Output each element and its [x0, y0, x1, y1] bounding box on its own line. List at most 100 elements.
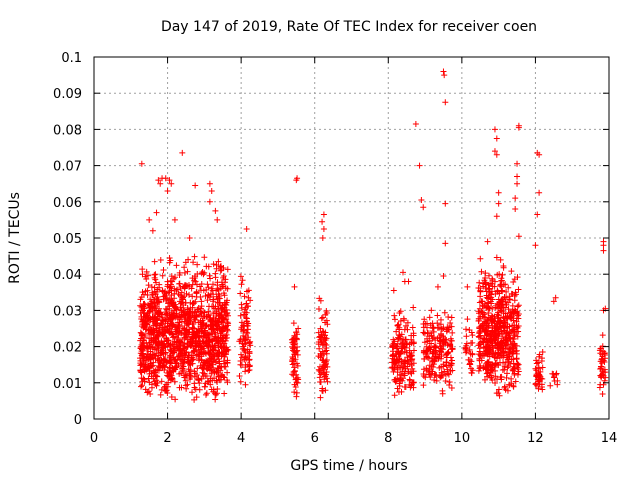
data-point [463, 326, 470, 333]
x-axis-label: GPS time / hours [290, 458, 407, 474]
data-point [394, 336, 401, 343]
data-point [492, 380, 499, 387]
data-point [539, 364, 546, 371]
data-point [164, 312, 171, 319]
data-point [420, 324, 427, 331]
data-point [206, 315, 213, 322]
data-point [447, 367, 454, 374]
data-point [426, 362, 433, 369]
data-point [598, 356, 605, 363]
data-point [196, 349, 203, 356]
chart-title: Day 147 of 2019, Rate Of TEC Index for r… [161, 19, 537, 35]
data-point [494, 271, 501, 278]
data-point [476, 310, 483, 317]
data-point [156, 299, 163, 306]
data-point [317, 379, 324, 386]
data-point [599, 390, 606, 397]
data-point [221, 390, 228, 397]
data-point [199, 327, 206, 334]
data-point [491, 148, 498, 155]
data-point [534, 211, 541, 218]
data-point [294, 175, 301, 182]
data-point [493, 151, 500, 158]
data-point [212, 347, 219, 354]
data-point [402, 357, 409, 364]
data-point [500, 359, 507, 366]
data-point [291, 389, 298, 396]
data-point [147, 329, 154, 336]
data-point [510, 365, 517, 372]
data-point [492, 322, 499, 329]
data-point [139, 271, 146, 278]
data-point [214, 216, 221, 223]
data-point [181, 325, 188, 332]
data-point [437, 374, 444, 381]
data-point [488, 291, 495, 298]
data-point [447, 319, 454, 326]
data-point [174, 344, 181, 351]
data-point [292, 376, 299, 383]
data-point [423, 348, 430, 355]
data-point [465, 356, 472, 363]
data-point [320, 225, 327, 232]
data-point [438, 349, 445, 356]
data-point [512, 291, 519, 298]
data-point [137, 369, 144, 376]
data-point [488, 280, 495, 287]
data-point [512, 378, 519, 385]
data-point [189, 293, 196, 300]
data-point [166, 259, 173, 266]
data-point [504, 387, 511, 394]
data-point [199, 320, 206, 327]
data-point [514, 324, 521, 331]
data-point [497, 374, 504, 381]
data-point [223, 301, 230, 308]
data-point [142, 386, 149, 393]
data-point [600, 242, 607, 249]
data-point [224, 326, 231, 333]
data-point [140, 375, 147, 382]
data-point [319, 218, 326, 225]
data-point [167, 358, 174, 365]
data-point [139, 347, 146, 354]
data-point [485, 300, 492, 307]
data-point [194, 329, 201, 336]
data-point [486, 346, 493, 353]
data-point [180, 358, 187, 365]
data-point [208, 370, 215, 377]
data-point [197, 308, 204, 315]
data-point [207, 381, 214, 388]
data-point [177, 356, 184, 363]
data-point [498, 283, 505, 290]
data-point [241, 356, 248, 363]
data-point [448, 314, 455, 321]
data-point [495, 189, 502, 196]
data-point [436, 373, 443, 380]
data-point [200, 271, 207, 278]
data-point [170, 299, 177, 306]
data-point [184, 304, 191, 311]
data-point [320, 211, 327, 218]
data-point [469, 351, 476, 358]
data-point [597, 372, 604, 379]
data-point [421, 330, 428, 337]
data-point [503, 325, 510, 332]
data-point [164, 187, 171, 194]
data-point [145, 282, 152, 289]
data-point [391, 338, 398, 345]
data-point [144, 351, 151, 358]
data-point [173, 287, 180, 294]
data-point [194, 270, 201, 277]
data-point [402, 365, 409, 372]
data-point [448, 323, 455, 330]
data-point [203, 390, 210, 397]
data-point [164, 323, 171, 330]
data-point [429, 358, 436, 365]
data-point [515, 302, 522, 309]
data-point [219, 349, 226, 356]
data-point [240, 332, 247, 339]
data-point [514, 308, 521, 315]
data-point [506, 353, 513, 360]
data-point [476, 362, 483, 369]
data-point [213, 319, 220, 326]
